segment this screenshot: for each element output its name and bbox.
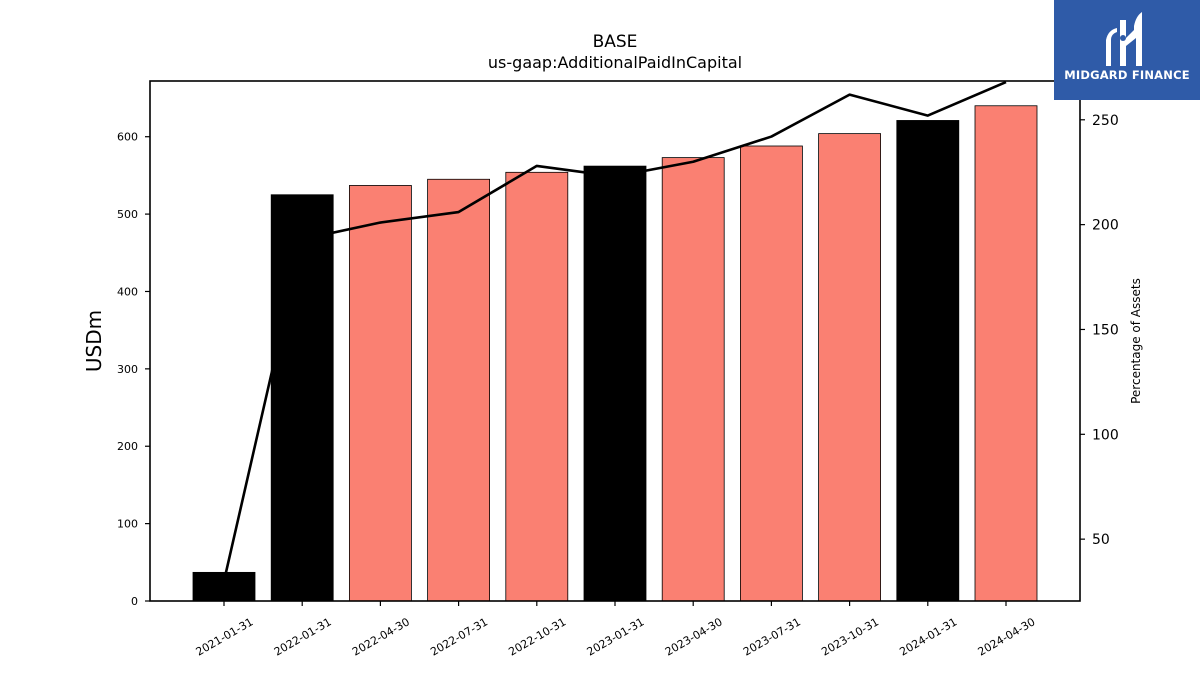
x-tick-label: 2023-01-31 (585, 615, 647, 658)
x-tick-label: 2022-04-30 (350, 615, 412, 658)
y-tick-label: 400 (117, 285, 138, 298)
chart-subtitle: us-gaap:AdditionalPaidInCapital (487, 53, 743, 72)
y-tick-label: 100 (117, 518, 138, 531)
bar (974, 105, 1038, 602)
x-tick-label: 2022-01-31 (272, 615, 334, 658)
y2-tick-label: 250 (1092, 113, 1119, 129)
bar (348, 185, 412, 602)
bar (896, 120, 960, 602)
x-tick-label: 2023-10-31 (819, 615, 881, 658)
x-tick-label: 2024-04-30 (976, 615, 1038, 658)
company-logo: MIDGARD FINANCE (1054, 0, 1200, 100)
series-line (222, 81, 1007, 582)
logo-text: MIDGARD FINANCE (1064, 68, 1190, 82)
y2-tick-label: 200 (1092, 218, 1119, 234)
x-tick-label: 2023-04-30 (663, 615, 725, 658)
bar (427, 178, 491, 602)
y-tick-label: 300 (117, 363, 138, 376)
y2-tick-label: 100 (1092, 427, 1119, 443)
bar (661, 157, 725, 602)
y2-tick-label: 150 (1092, 322, 1119, 338)
x-tick-label: 2023-07-31 (741, 615, 803, 658)
x-tick-label: 2022-10-31 (506, 615, 568, 658)
bar (583, 165, 647, 602)
y-tick-label: 200 (117, 440, 138, 453)
y2-axis-label: Percentage of Assets (1129, 278, 1143, 404)
logo-mark-icon (1054, 0, 1200, 100)
bar (740, 145, 803, 602)
bar (818, 133, 881, 602)
x-tick-label: 2021-01-31 (194, 615, 256, 658)
chart-title: BASE (592, 32, 638, 52)
y-tick-label: 600 (117, 131, 138, 144)
bar (270, 194, 334, 602)
y2-tick-label: 50 (1092, 532, 1110, 548)
y-axis-label: USDm (82, 310, 106, 372)
x-tick-label: 2022-07-31 (428, 615, 490, 658)
bar (505, 171, 569, 602)
y-tick-label: 0 (131, 595, 138, 608)
x-tick-label: 2024-01-31 (897, 615, 959, 658)
y-tick-label: 500 (117, 208, 138, 221)
